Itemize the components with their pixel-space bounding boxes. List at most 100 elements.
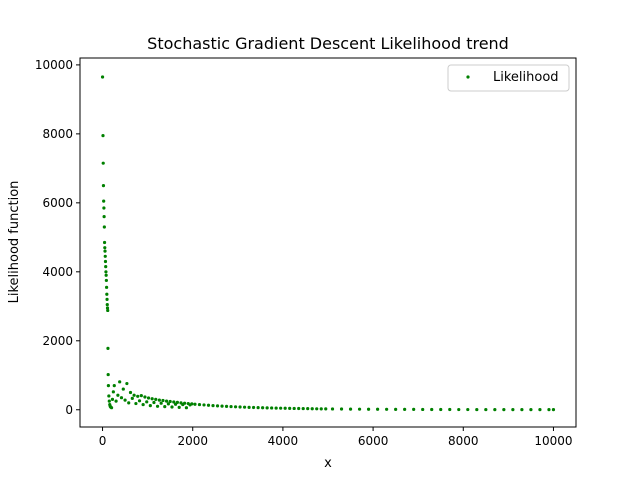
data-point: [143, 395, 147, 399]
data-point: [502, 408, 506, 412]
y-tick-label: 2000: [42, 334, 73, 348]
data-point: [511, 408, 515, 412]
data-point: [457, 407, 461, 412]
data-point: [193, 402, 197, 406]
data-point: [105, 285, 109, 289]
data-point: [529, 408, 533, 412]
data-point: [339, 407, 344, 411]
data-point: [279, 406, 283, 410]
data-point: [103, 246, 107, 250]
data-point: [137, 399, 142, 403]
data-point: [148, 404, 152, 408]
data-point: [288, 406, 292, 410]
data-point: [315, 407, 319, 411]
data-point: [116, 393, 120, 397]
data-point: [110, 397, 115, 402]
data-point: [101, 161, 105, 165]
data-point: [166, 402, 170, 406]
data-point: [177, 405, 181, 409]
data-point: [103, 254, 107, 258]
data-point: [103, 259, 108, 264]
data-point: [154, 397, 158, 402]
data-point: [385, 407, 389, 411]
data-point: [101, 184, 106, 188]
data-point: [106, 346, 110, 350]
data-point: [111, 390, 115, 394]
data-point: [224, 404, 229, 408]
data-point: [238, 405, 242, 409]
data-point: [270, 406, 274, 410]
data-point: [520, 408, 524, 412]
y-tick-label: 6000: [42, 196, 73, 210]
data-point: [551, 408, 556, 412]
data-point: [106, 372, 110, 377]
data-point: [172, 400, 176, 404]
data-point: [105, 297, 109, 301]
legend: Likelihood: [447, 64, 570, 92]
y-tick-label: 0: [65, 403, 73, 417]
data-point: [119, 396, 124, 400]
x-tick-label: 10000: [534, 434, 572, 448]
data-point: [118, 380, 122, 384]
data-point: [183, 401, 187, 405]
data-point: [184, 406, 189, 410]
data-point: [128, 390, 133, 395]
data-point: [152, 400, 156, 405]
data-point: [102, 206, 106, 210]
data-point: [101, 133, 105, 138]
data-point: [319, 407, 323, 411]
chart-title: Stochastic Gradient Descent Likelihood t…: [147, 34, 509, 53]
data-point: [247, 405, 251, 409]
data-point: [220, 404, 224, 408]
y-tick-label: 8000: [42, 127, 73, 141]
data-point: [146, 396, 151, 400]
data-point: [105, 292, 109, 296]
data-point: [229, 404, 233, 409]
data-point: [292, 406, 296, 411]
data-point: [301, 406, 305, 411]
data-point: [430, 407, 434, 412]
data-point: [466, 407, 470, 412]
data-point: [102, 240, 107, 245]
data-point: [150, 397, 154, 401]
data-point: [102, 225, 106, 229]
data-point: [421, 407, 425, 412]
data-point: [283, 406, 287, 410]
data-point: [114, 399, 118, 403]
data-point: [121, 387, 125, 391]
data-point: [157, 398, 161, 402]
data-point: [357, 407, 362, 411]
data-point: [102, 215, 106, 219]
data-point: [324, 407, 328, 411]
data-point: [132, 393, 136, 397]
data-point: [439, 407, 443, 412]
data-point: [127, 401, 131, 405]
y-tick-label: 4000: [42, 265, 73, 279]
data-point: [105, 302, 109, 307]
data-point: [261, 406, 265, 410]
data-point: [104, 265, 108, 269]
data-point: [170, 405, 174, 409]
data-point: [256, 406, 260, 410]
data-point: [155, 404, 160, 408]
data-point: [330, 407, 335, 411]
legend-marker-likelihood: [466, 75, 470, 79]
data-point: [306, 407, 310, 411]
data-point: [538, 408, 542, 412]
y-tick-label: 10000: [35, 58, 73, 72]
data-point: [105, 306, 110, 310]
data-point: [168, 399, 172, 404]
data-point: [139, 394, 143, 398]
data-point: [547, 408, 551, 412]
data-point: [130, 396, 134, 400]
data-point: [159, 401, 163, 405]
data-point: [103, 249, 107, 253]
data-point: [134, 401, 138, 406]
x-tick-label: 0: [99, 434, 107, 448]
data-point: [107, 399, 111, 403]
data-point: [104, 273, 108, 277]
data-point: [310, 407, 314, 411]
data-point: [233, 405, 238, 409]
data-point: [376, 407, 380, 411]
data-point: [366, 407, 371, 411]
